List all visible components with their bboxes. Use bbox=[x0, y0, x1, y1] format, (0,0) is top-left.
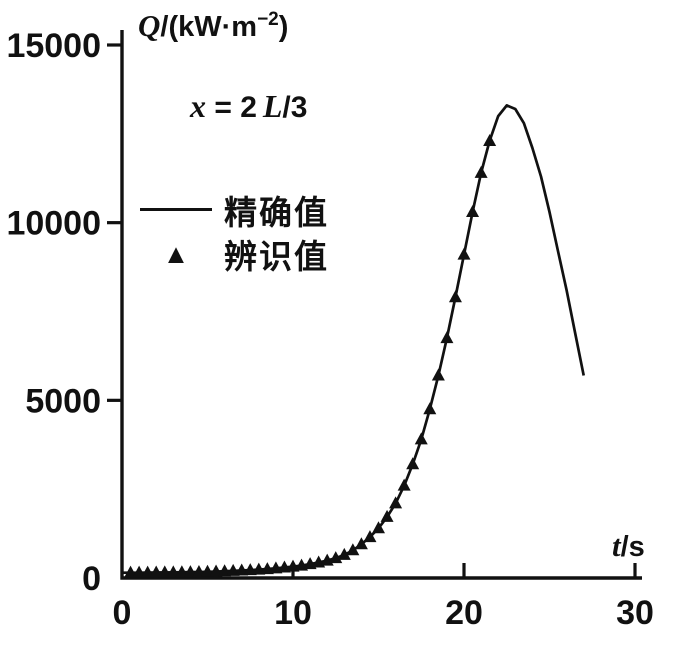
identified-value-marker bbox=[192, 564, 206, 577]
x-tick-label: 20 bbox=[445, 594, 483, 632]
y-axis-title: Q/(kW·m−2) bbox=[138, 8, 288, 44]
x-tick-label: 0 bbox=[113, 594, 132, 632]
annotation-x-position: x = 2 L/3 bbox=[190, 88, 307, 125]
annotation-equals: = 2 bbox=[206, 91, 257, 124]
x-axis-title: t/s bbox=[612, 528, 645, 564]
identified-value-marker bbox=[218, 564, 232, 577]
identified-value-marker bbox=[149, 565, 163, 578]
line-sample-icon bbox=[140, 201, 212, 219]
y-axis-units-close: ) bbox=[278, 11, 289, 43]
identified-value-marker bbox=[380, 509, 394, 522]
y-axis-symbol: Q bbox=[138, 8, 161, 43]
legend-identified-label: 辨识值 bbox=[224, 237, 329, 276]
identified-value-marker bbox=[483, 133, 497, 146]
x-tick-label: 10 bbox=[274, 594, 312, 632]
identified-value-marker bbox=[243, 563, 257, 576]
x-axis-symbol: t bbox=[612, 528, 621, 563]
identified-value-marker bbox=[354, 537, 368, 550]
identified-value-marker bbox=[337, 547, 351, 560]
identified-value-marker bbox=[372, 521, 385, 534]
legend: 精确值 ▲ 辨识值 bbox=[140, 188, 329, 276]
identified-value-marker bbox=[440, 331, 454, 344]
identified-value-marker bbox=[260, 562, 274, 575]
identified-value-marker bbox=[431, 368, 445, 381]
identified-value-marker bbox=[363, 530, 377, 543]
y-tick-label: 10000 bbox=[6, 205, 101, 243]
identified-value-marker bbox=[124, 565, 138, 578]
identified-value-marker bbox=[252, 562, 266, 575]
x-axis-units: /s bbox=[620, 531, 645, 563]
identified-value-marker bbox=[158, 565, 172, 578]
identified-value-marker bbox=[141, 565, 155, 578]
y-axis-exponent: −2 bbox=[257, 9, 279, 30]
legend-item-identified: ▲ 辨识值 bbox=[140, 232, 329, 276]
identified-value-marker bbox=[166, 565, 180, 578]
identified-value-marker bbox=[466, 205, 480, 218]
identified-value-marker bbox=[209, 564, 223, 577]
identified-value-marker bbox=[397, 478, 411, 491]
annotation-sym-x: x bbox=[190, 88, 206, 124]
y-tick-label: 0 bbox=[82, 560, 101, 598]
identified-value-marker bbox=[448, 290, 462, 303]
y-tick-label: 15000 bbox=[6, 27, 101, 65]
identified-value-marker bbox=[235, 563, 249, 576]
legend-item-exact: 精确值 bbox=[140, 188, 329, 232]
identified-value-marker bbox=[175, 565, 189, 578]
triangle-marker-icon: ▲ bbox=[162, 238, 190, 269]
identified-value-marker bbox=[406, 457, 420, 470]
identified-value-marker bbox=[457, 247, 471, 260]
identified-value-marker bbox=[389, 496, 403, 509]
identified-value-marker bbox=[201, 564, 214, 577]
y-axis-units: /(kW·m bbox=[160, 11, 258, 43]
legend-exact-label: 精确值 bbox=[224, 193, 329, 232]
axes bbox=[120, 30, 642, 580]
identified-value-marker bbox=[346, 543, 360, 556]
x-tick-label: 30 bbox=[616, 594, 654, 632]
identified-value-marker bbox=[329, 551, 343, 564]
y-tick-label: 5000 bbox=[25, 382, 101, 420]
identified-value-marker bbox=[474, 165, 488, 178]
annotation-sym-L: L bbox=[262, 88, 283, 124]
annotation-rest: /3 bbox=[282, 91, 308, 124]
identified-value-marker bbox=[226, 563, 240, 576]
identified-value-marker bbox=[183, 565, 197, 578]
identified-value-marker bbox=[414, 432, 428, 445]
identified-value-marker bbox=[132, 565, 146, 578]
identified-value-marker bbox=[423, 402, 437, 415]
exact-value-curve bbox=[122, 104, 586, 575]
